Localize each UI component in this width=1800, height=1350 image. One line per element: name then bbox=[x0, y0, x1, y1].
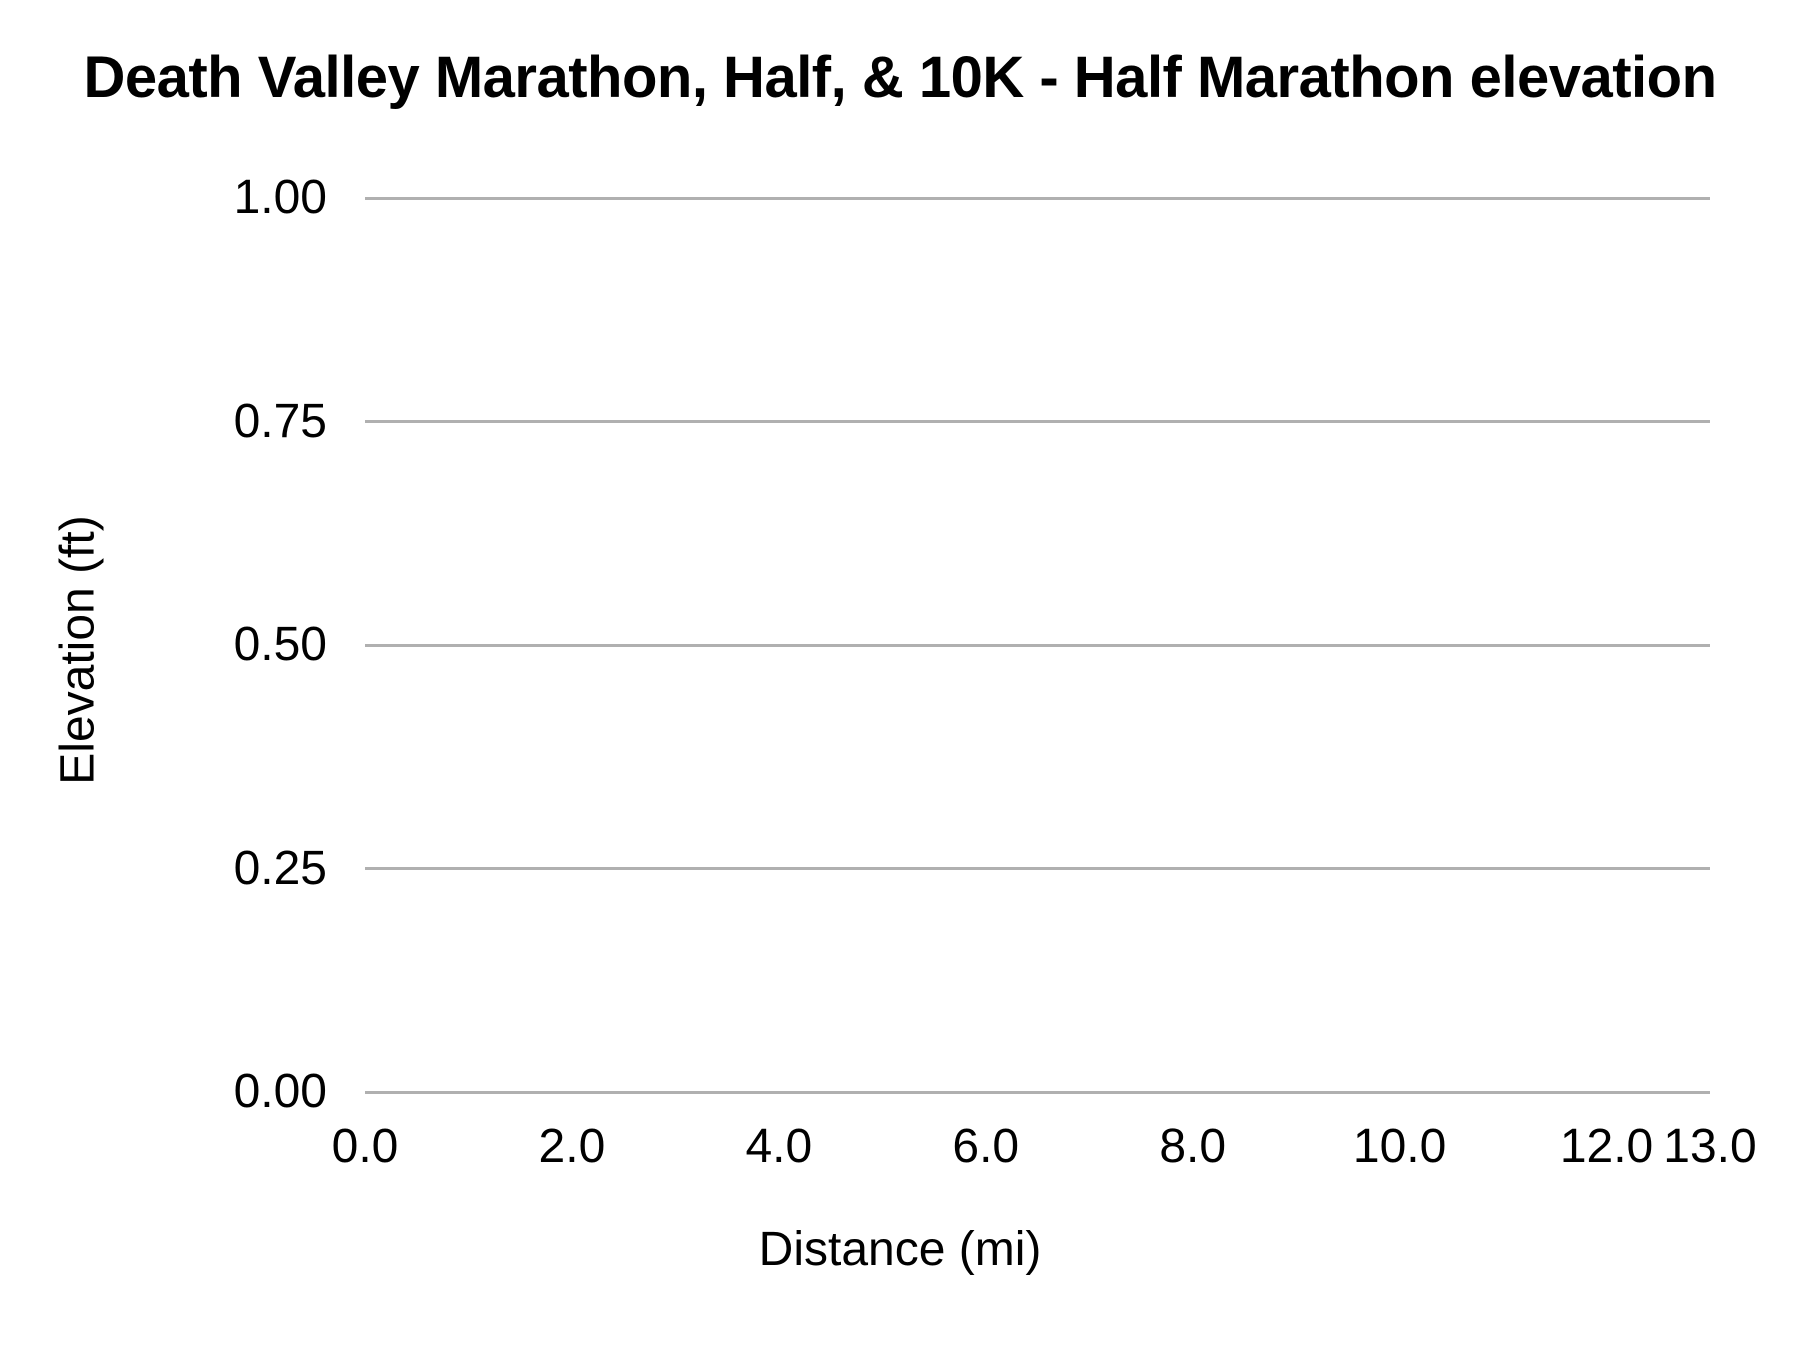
gridline bbox=[365, 1090, 1710, 1094]
x-tick-label: 12.0 bbox=[1559, 1120, 1654, 1173]
x-axis-title: Distance (mi) bbox=[758, 1223, 1042, 1276]
gridline bbox=[365, 643, 1710, 647]
x-tick-label: 13.0 bbox=[1663, 1120, 1757, 1173]
x-tick-label: 4.0 bbox=[745, 1120, 813, 1173]
y-tick-label: 1.00 bbox=[233, 171, 327, 224]
y-tick-label: 0.25 bbox=[233, 841, 327, 895]
plot-area bbox=[365, 196, 1710, 1094]
x-tick-label: 2.0 bbox=[538, 1120, 606, 1173]
x-tick-label: 10.0 bbox=[1352, 1120, 1447, 1173]
x-tick-label: 8.0 bbox=[1159, 1120, 1227, 1173]
x-tick-label: 6.0 bbox=[952, 1120, 1020, 1173]
y-tick-label: 0.00 bbox=[233, 1065, 327, 1118]
y-tick-label: 0.75 bbox=[233, 394, 327, 448]
gridline bbox=[365, 196, 1710, 200]
x-tick-label: 0.0 bbox=[331, 1120, 399, 1173]
gridline bbox=[365, 867, 1710, 870]
y-tick-label: 0.50 bbox=[233, 618, 327, 671]
gridline bbox=[365, 420, 1710, 423]
chart-title: Death Valley Marathon, Half, & 10K - Hal… bbox=[83, 45, 1717, 110]
